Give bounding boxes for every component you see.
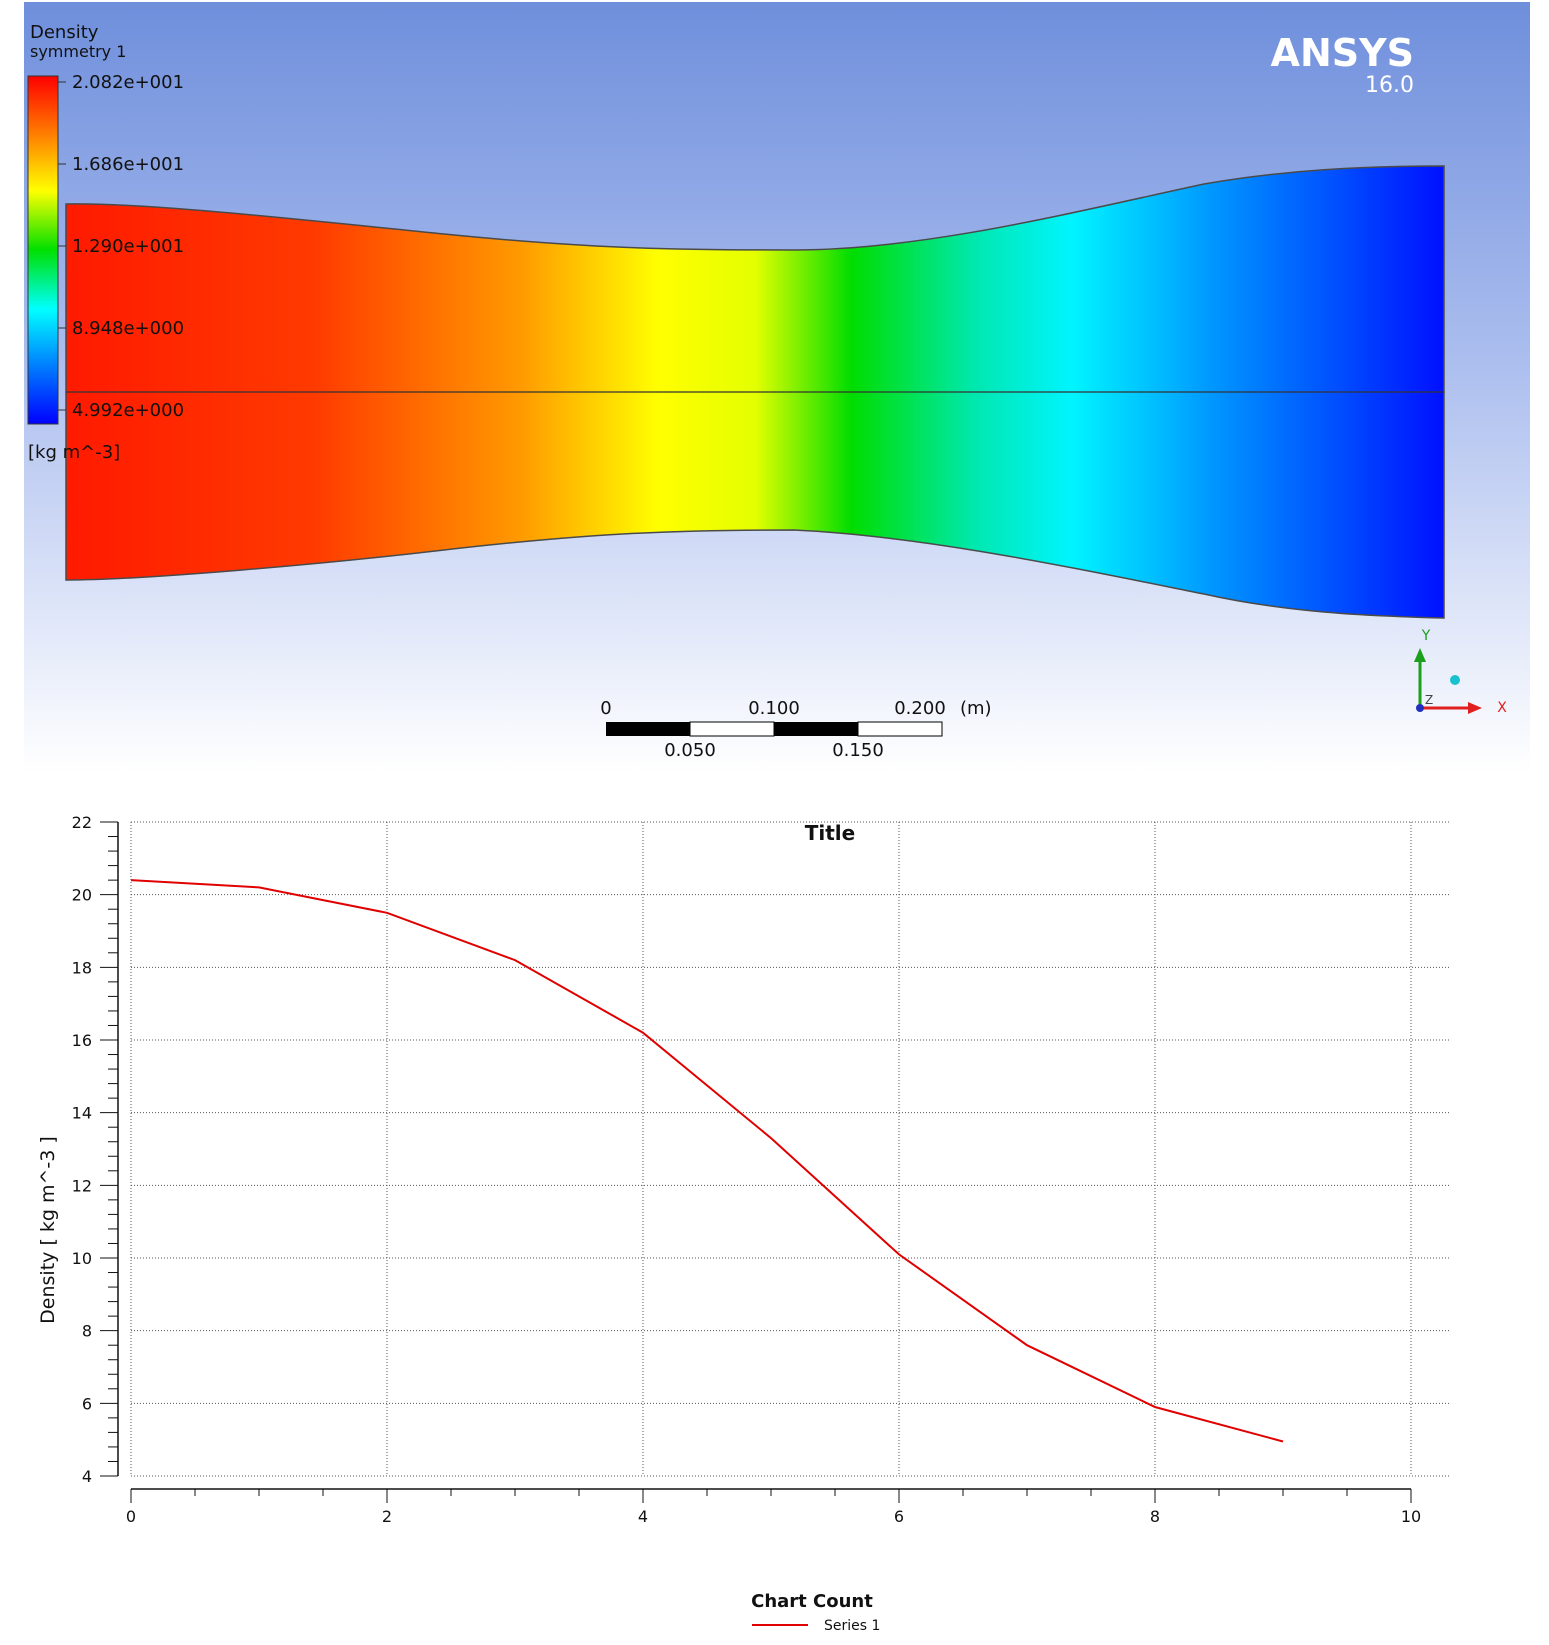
- legend-value-1: 1.686e+001: [72, 154, 184, 175]
- density-line-chart: Title 4 6 8 10 12 14 16 18 20 22 0 2 4 6 8 10 Chart Cou…: [37, 813, 1450, 1634]
- chart-legend: Series 1: [752, 1618, 880, 1634]
- chart-title: Title: [805, 821, 855, 845]
- chart-series: [130, 879, 1284, 1443]
- ansys-logo: ANSYS: [1271, 31, 1414, 75]
- scale-label-0100: 0.100: [748, 698, 800, 719]
- series-line-0: [130, 879, 1284, 1443]
- legend-series-label: Series 1: [824, 1618, 880, 1634]
- y-tick-label-0: 4: [82, 1467, 92, 1486]
- x-tick-label-5: 10: [1401, 1507, 1421, 1526]
- scale-label-0150: 0.150: [832, 740, 884, 761]
- y-tick-label-1: 6: [82, 1394, 92, 1413]
- density-contour-plot: Density symmetry 1 2.082e+001 1.686e+001 1…: [24, 2, 1530, 772]
- y-tick-label-3: 10: [72, 1249, 92, 1268]
- chart-xlabel: Chart Count: [751, 1591, 873, 1612]
- scale-bar: 0 0.100 0.200 (m) 0.050 0.150: [600, 698, 991, 761]
- legend-labels: 2.082e+001 1.686e+001 1.290e+001 8.948e+000…: [58, 72, 184, 421]
- y-tick-label-2: 8: [82, 1322, 92, 1341]
- y-tick-label-7: 18: [72, 958, 92, 977]
- axis-label-x: X: [1497, 700, 1507, 716]
- x-tick-label-4: 8: [1150, 1507, 1160, 1526]
- scale-label-0200: 0.200: [894, 698, 946, 719]
- legend-value-3: 8.948e+000: [72, 318, 184, 339]
- y-tick-label-6: 16: [72, 1031, 92, 1050]
- legend-colorbar: [27, 75, 59, 425]
- axis-label-z: Z: [1425, 693, 1433, 707]
- x-tick-label-2: 4: [638, 1507, 648, 1526]
- x-tick-label-0: 0: [126, 1507, 136, 1526]
- chart-axes: 4 6 8 10 12 14 16 18 20 22 0 2 4 6 8 10: [72, 813, 1422, 1526]
- scale-label-0: 0: [600, 698, 611, 719]
- y-tick-label-5: 14: [72, 1104, 92, 1123]
- legend-value-4: 4.992e+000: [72, 400, 184, 421]
- y-tick-label-8: 20: [72, 886, 92, 905]
- legend-value-0: 2.082e+001: [72, 72, 184, 93]
- chart-grid: [130, 821, 1450, 1477]
- scale-unit: (m): [960, 698, 992, 719]
- legend-subtitle: symmetry 1: [30, 42, 126, 61]
- axis-triad: Y Z X: [1414, 628, 1507, 716]
- ansys-version: 16.0: [1365, 73, 1414, 98]
- chart-ylabel: Density [ kg m^-3 ]: [37, 1136, 59, 1324]
- scale-label-0050: 0.050: [664, 740, 716, 761]
- x-tick-label-3: 6: [894, 1507, 904, 1526]
- legend-unit: [kg m^-3]: [28, 442, 120, 463]
- x-tick-label-1: 2: [382, 1507, 392, 1526]
- legend-title: Density: [30, 22, 99, 43]
- y-tick-label-4: 12: [72, 1176, 92, 1195]
- legend-value-2: 1.290e+001: [72, 236, 184, 257]
- y-tick-label-9: 22: [72, 813, 92, 832]
- axis-label-y: Y: [1421, 628, 1431, 644]
